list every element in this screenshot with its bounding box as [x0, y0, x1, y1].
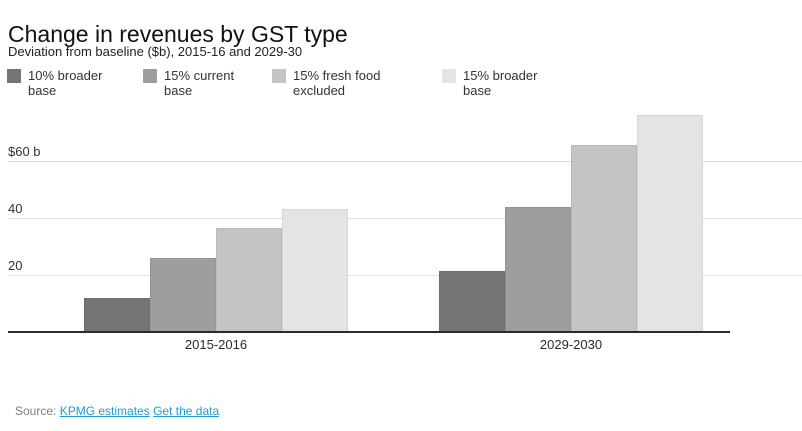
bar-2029-2030-15-current-base: [505, 206, 571, 332]
legend-item-label: 15% fresh food excluded: [293, 68, 381, 98]
bar-2029-2030-10-broader-base: [439, 270, 505, 332]
legend-swatch-icon: [442, 69, 456, 83]
bar-2015-2016-15-broader-base: [282, 209, 348, 332]
legend-item-label: 15% current base: [164, 68, 235, 98]
chart-title: Change in revenues by GST type: [8, 21, 348, 48]
legend-item-label: 15% broader base: [463, 68, 538, 98]
legend-item-15pct-current-base: 15% current base: [143, 68, 264, 98]
x-axis-category-2015-2016: 2015-2016: [184, 337, 248, 352]
legend-swatch-icon: [143, 69, 157, 83]
legend-swatch-icon: [272, 69, 286, 83]
bar-2029-2030-15-fresh-food-excluded: [571, 145, 637, 332]
legend-item-label: 10% broader base: [28, 68, 103, 98]
x-axis-category-2029-2030: 2029-2030: [539, 337, 603, 352]
gridline-20: [8, 275, 802, 276]
legend-item-15pct-broader-base: 15% broader base: [442, 68, 563, 98]
y-tick-label-60: $60 b: [8, 144, 41, 159]
legend-item-15pct-fresh-food-excluded: 15% fresh food excluded: [272, 68, 393, 98]
gridline-40: [8, 218, 802, 219]
gridline-60: [8, 161, 802, 162]
legend-swatch-icon: [7, 69, 21, 83]
source-link-kpmg-estimates[interactable]: KPMG estimates: [59, 404, 150, 418]
get-the-data-link[interactable]: Get the data: [153, 404, 220, 418]
y-tick-label-40: 40: [8, 201, 23, 216]
y-tick-label-20: 20: [8, 258, 23, 273]
chart-subtitle: Deviation from baseline ($b), 2015-16 an…: [8, 44, 303, 59]
bar-2015-2016-15-fresh-food-excluded: [216, 227, 282, 332]
bar-2015-2016-15-current-base: [150, 257, 216, 332]
bar-2015-2016-10-broader-base: [84, 297, 150, 332]
x-axis-line: [8, 331, 730, 333]
bar-2029-2030-15-broader-base: [637, 115, 703, 332]
legend-item-10pct-broader-base: 10% broader base: [7, 68, 128, 98]
source-label: Source:: [15, 404, 57, 418]
source-line: Source: KPMG estimates Get the data: [15, 404, 219, 418]
